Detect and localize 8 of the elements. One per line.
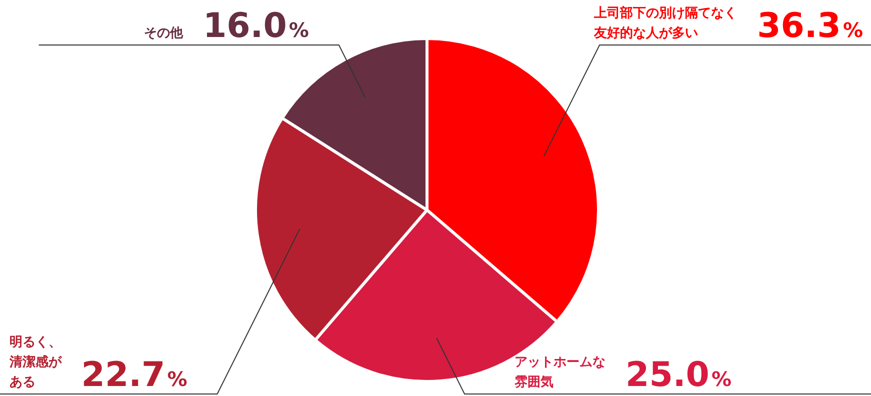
data-label: 16.0% bbox=[202, 6, 309, 46]
slice-label: アットホームな雰囲気 bbox=[514, 355, 606, 390]
data-label: 22.7% bbox=[81, 355, 188, 395]
slice-label: 上司部下の別け隔てなく友好的な人が多い bbox=[593, 5, 738, 41]
data-label: 36.3% bbox=[757, 6, 864, 46]
slice-label: その他 bbox=[144, 26, 184, 41]
slice-label: 明るく、清潔感がある bbox=[8, 335, 62, 390]
data-label: 25.0% bbox=[626, 355, 732, 395]
